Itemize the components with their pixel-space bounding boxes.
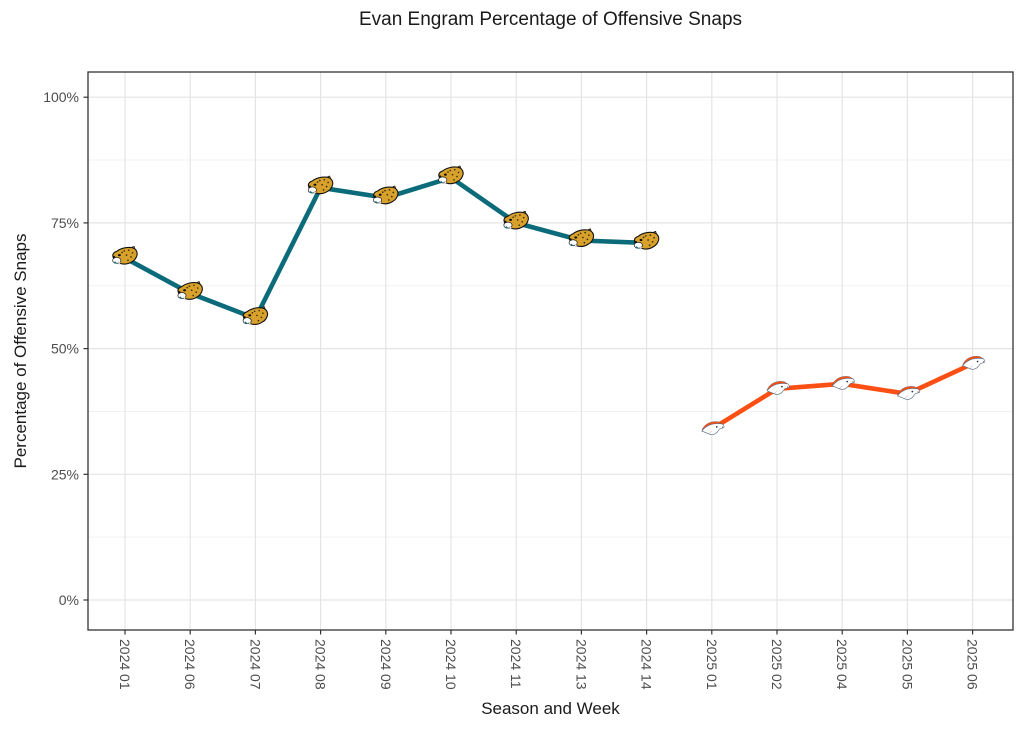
broncos-logo-icon [766,380,790,395]
broncos-logo-icon [897,385,921,400]
x-tick-label: 2024 11 [508,639,524,689]
x-tick-label: 2024 01 [117,639,133,690]
x-tick-label: 2025 04 [834,639,850,690]
y-tick-label: 0% [59,592,79,608]
jaguars-logo-icon [568,228,595,248]
x-tick-label: 2025 05 [899,639,915,690]
jaguars-logo-icon [242,306,269,326]
x-tick-label: 2024 10 [443,639,459,690]
chart-title: Evan Engram Percentage of Offensive Snap… [358,9,743,30]
x-axis-title: Season and Week [481,699,620,718]
y-tick-label: 50% [51,341,79,357]
jaguars-logo-icon [372,185,399,205]
x-tick-label: 2024 09 [378,639,394,690]
x-tick-label: 2024 07 [247,639,263,690]
panel-border [87,71,1014,631]
broncos-logo-icon [962,355,986,370]
y-tick-label: 75% [51,215,79,231]
broncos-logo-icon [701,421,725,436]
x-tick-label: 2024 08 [313,639,329,690]
x-tick-label: 2024 13 [573,639,589,690]
y-tick-label: 25% [51,466,79,482]
x-tick-label: 2025 01 [704,639,720,690]
x-tick-label: 2024 06 [182,639,198,690]
x-tick-label: 2025 06 [965,639,981,690]
x-tick-label: 2024 14 [639,639,655,690]
jaguars-logo-icon [633,231,660,250]
y-tick-label: 100% [43,89,79,105]
x-tick-label: 2025 02 [769,639,785,690]
